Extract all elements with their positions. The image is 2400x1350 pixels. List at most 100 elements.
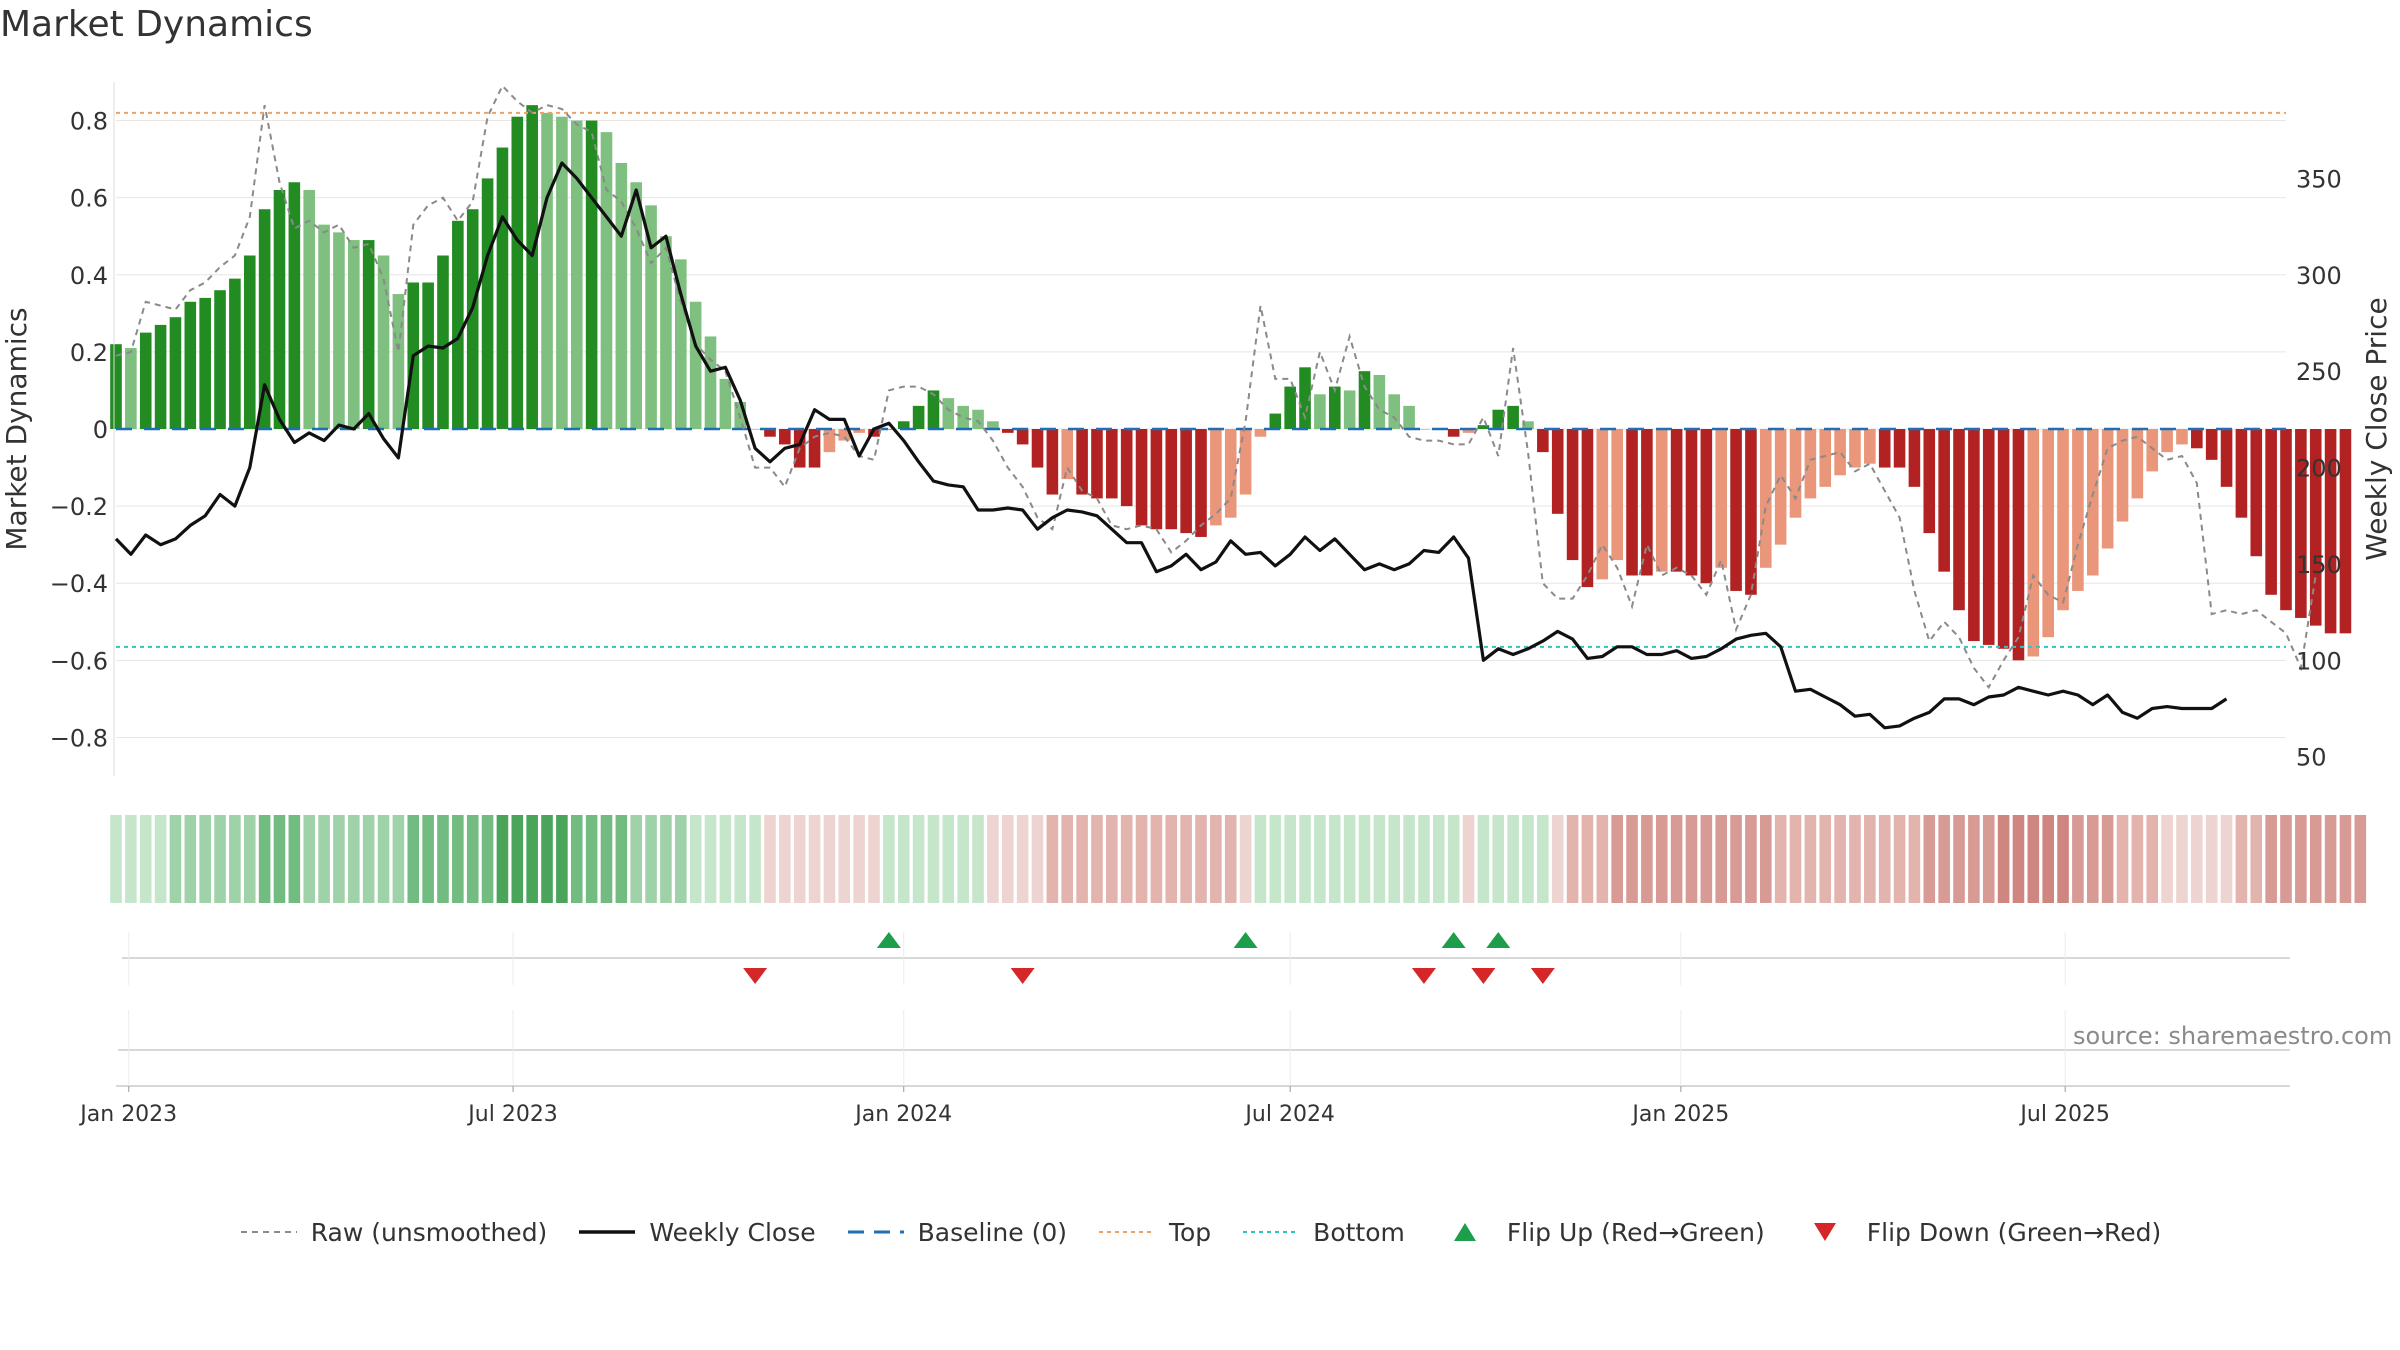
state-strip-cell xyxy=(229,815,241,903)
state-strip-cell xyxy=(318,815,330,903)
legend-label-raw: Raw (unsmoothed) xyxy=(310,1217,548,1247)
legend-item-bottom: Bottom xyxy=(1241,1218,1405,1247)
market-dynamics-bar xyxy=(2339,429,2352,634)
page-title: Market Dynamics xyxy=(0,4,313,45)
state-strip-cell xyxy=(1537,815,1549,903)
market-dynamics-bar xyxy=(1180,429,1192,534)
state-strip-cell xyxy=(868,815,880,903)
y-tick-label: 0.8 xyxy=(70,108,108,136)
state-strip-cell xyxy=(1670,815,1683,903)
state-strip-cell xyxy=(1150,815,1163,903)
market-dynamics-bar xyxy=(749,429,761,430)
y-tick-label: −0.8 xyxy=(50,724,108,752)
flip-markers-panel xyxy=(116,932,2290,1087)
baseline-swatch-icon xyxy=(847,1230,904,1234)
state-strip-cell xyxy=(288,815,301,903)
state-strip-cell xyxy=(258,815,271,903)
market-dynamics-bar xyxy=(1150,429,1163,530)
market-dynamics-bar xyxy=(1388,394,1401,429)
y2-tick-label: 150 xyxy=(2296,551,2342,579)
state-strip-cell xyxy=(1953,815,1965,903)
market-dynamics-bar xyxy=(556,116,568,429)
state-strip-cell xyxy=(511,815,524,903)
state-strip-cell xyxy=(466,815,479,903)
market-dynamics-bar xyxy=(1849,429,1861,468)
state-strip-cell xyxy=(154,815,167,903)
state-strip-cell xyxy=(2057,815,2069,903)
state-strip-cell xyxy=(2324,815,2337,903)
flip-up-marker xyxy=(1233,932,1258,948)
legend: Raw (unsmoothed) Weekly Close Baseline (… xyxy=(0,1212,2400,1252)
state-strip-cell xyxy=(1165,815,1178,903)
market-dynamics-bar xyxy=(273,189,286,429)
market-dynamics-bar xyxy=(422,282,434,429)
state-strip-cell xyxy=(2265,815,2277,903)
market-dynamics-bar xyxy=(496,147,509,430)
market-dynamics-bar xyxy=(1759,429,1772,568)
state-strip-cell xyxy=(2220,815,2233,903)
market-dynamics-bar xyxy=(704,336,717,429)
state-strip-cell xyxy=(585,815,598,903)
y2-tick-label: 300 xyxy=(2296,262,2342,290)
market-dynamics-bar xyxy=(1730,429,1742,591)
y2-tick-label: 200 xyxy=(2296,455,2342,483)
state-strip-cell xyxy=(184,815,197,903)
market-dynamics-bar xyxy=(1655,429,1668,572)
market-dynamics-bar xyxy=(1299,367,1311,429)
state-strip-cell xyxy=(1076,815,1088,903)
state-strip-cell xyxy=(496,815,509,903)
x-tick-label: Jan 2025 xyxy=(1630,1102,1729,1127)
market-dynamics-bar xyxy=(897,421,910,429)
state-strip-cell xyxy=(1195,815,1207,903)
market-dynamics-bar xyxy=(1492,409,1505,429)
top-line-swatch-icon xyxy=(1098,1231,1155,1233)
state-strip-cell xyxy=(1745,815,1757,903)
state-strip-cell xyxy=(1968,815,1980,903)
y-tick-label: −0.4 xyxy=(50,570,108,598)
market-dynamics-bar xyxy=(1670,429,1683,572)
state-strip-cell xyxy=(1254,815,1267,903)
x-tick-label: Jul 2025 xyxy=(2018,1102,2110,1127)
x-tick-label: Jul 2024 xyxy=(1243,1102,1335,1127)
state-strip-cell xyxy=(630,815,643,903)
state-strip-cell xyxy=(823,815,836,903)
market-dynamics-bar xyxy=(1135,429,1148,526)
market-dynamics-bar xyxy=(481,178,494,429)
state-strip-cell xyxy=(362,815,375,903)
market-dynamics-bar xyxy=(972,409,984,429)
state-strip-cell xyxy=(570,815,583,903)
state-strip-cell xyxy=(1908,815,1921,903)
triangle-up-icon xyxy=(1453,1223,1476,1241)
market-dynamics-bar xyxy=(2116,429,2129,522)
state-strip-cell xyxy=(1507,815,1519,903)
state-strip-cell xyxy=(1001,815,1014,903)
state-strip-cell xyxy=(674,815,687,903)
market-dynamics-bar xyxy=(1522,421,1534,429)
legend-label-baseline: Baseline (0) xyxy=(917,1217,1067,1247)
state-strip-cell xyxy=(1388,815,1401,903)
state-strip-cell xyxy=(2042,815,2054,903)
y-tick-label: −0.2 xyxy=(50,493,108,521)
market-dynamics-bar xyxy=(1611,429,1623,561)
state-strip-cell xyxy=(1596,815,1609,903)
market-dynamics-bar xyxy=(1120,429,1133,507)
market-dynamics-bar xyxy=(1581,429,1594,588)
state-strip-cell xyxy=(1789,815,1802,903)
state-strip-cell xyxy=(1522,815,1534,903)
market-dynamics-bar xyxy=(1745,429,1757,595)
market-dynamics-bar xyxy=(615,162,628,429)
market-dynamics-bar xyxy=(2265,429,2277,595)
market-dynamics-bar xyxy=(868,429,880,437)
state-strip-cell xyxy=(1403,815,1415,903)
state-strip-cell xyxy=(452,815,464,903)
market-dynamics-bar xyxy=(1596,429,1609,580)
market-dynamics-bar xyxy=(1358,371,1371,429)
market-dynamics-bar xyxy=(333,232,345,429)
state-strip-cell xyxy=(2309,815,2322,903)
market-dynamics-bar xyxy=(2309,429,2322,626)
state-strip-cell xyxy=(1819,815,1832,903)
market-dynamics-bar xyxy=(110,344,122,429)
legend-label-top: Top xyxy=(1168,1217,1212,1247)
market-dynamics-bar xyxy=(288,182,301,429)
market-dynamics-bar xyxy=(303,189,316,429)
